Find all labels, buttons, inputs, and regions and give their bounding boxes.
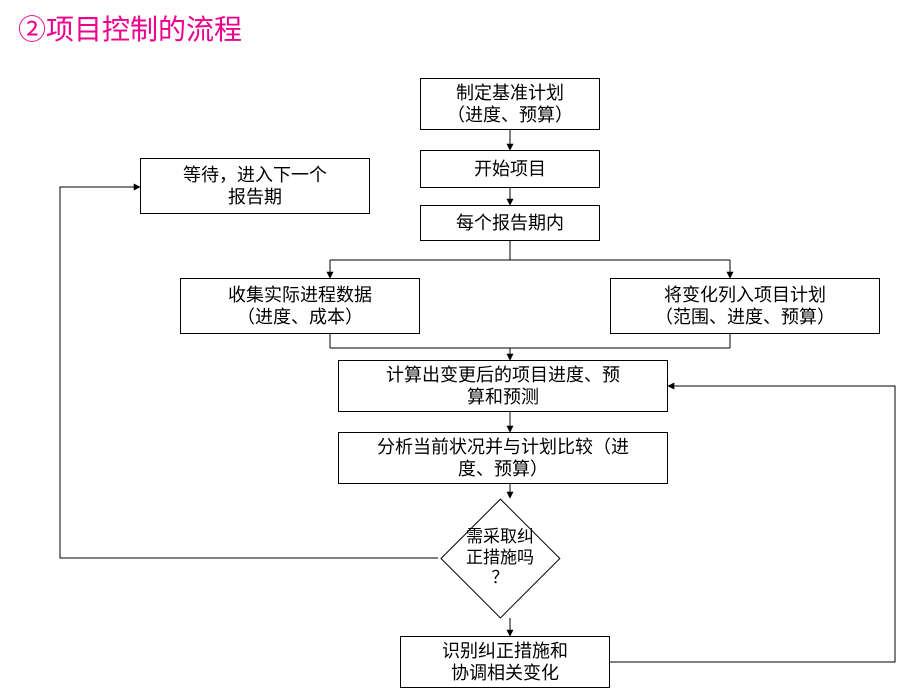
node-apply-changes: 将变化列入项目计划（范围、进度、预算）	[610, 278, 880, 334]
node-start-project: 开始项目	[420, 150, 600, 188]
page-title: ②项目控制的流程	[18, 8, 242, 48]
node-recalculate: 计算出变更后的项目进度、预算和预测	[338, 360, 668, 412]
decision-label: 需采取纠正措施吗？	[440, 498, 560, 618]
node-analyze-compare: 分析当前状况并与计划比较（进度、预算）	[338, 432, 668, 484]
node-collect-data: 收集实际进程数据（进度、成本）	[180, 278, 420, 334]
node-wait-next: 等待，进入下一个报告期	[140, 158, 370, 214]
node-corrective: 识别纠正措施和协调相关变化	[400, 636, 610, 688]
node-baseline-plan: 制定基准计划（进度、预算）	[420, 78, 600, 130]
node-each-period: 每个报告期内	[420, 205, 600, 241]
